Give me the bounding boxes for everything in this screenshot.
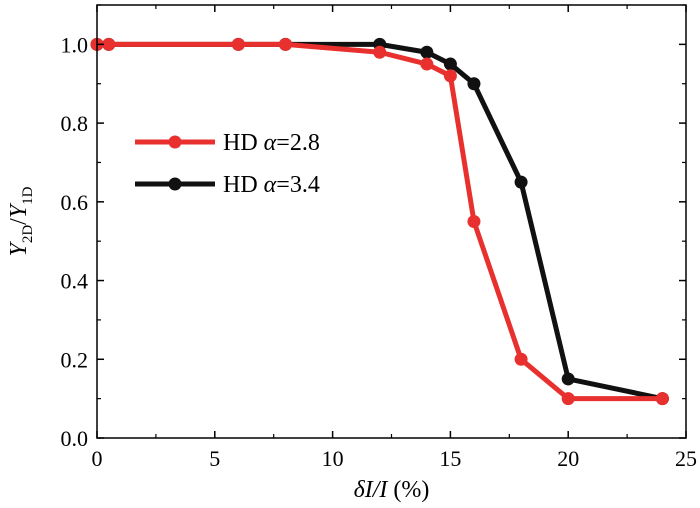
legend-marker-hd-2.8 <box>168 135 182 149</box>
data-point <box>102 37 116 51</box>
data-point <box>420 57 434 71</box>
y-tick-label: 0.6 <box>61 190 89 215</box>
legend-marker-hd-3.4 <box>168 177 182 191</box>
ticks-layer: 0 5 10 15 20 25 0.0 0.2 0.4 0.6 0.8 1.0 <box>61 4 697 471</box>
data-point <box>443 57 457 71</box>
series-layer <box>90 37 669 406</box>
y-tick-label: 0.0 <box>61 426 89 451</box>
series-HD-α=3.4 <box>90 37 669 406</box>
data-point <box>278 37 292 51</box>
series-line <box>97 41 663 402</box>
data-point <box>373 45 387 59</box>
x-tick-label: 25 <box>675 446 697 471</box>
legend-label-hd-2.8: HD α=2.8 <box>223 130 320 156</box>
data-point <box>655 392 669 406</box>
legend: HD α=2.8 HD α=3.4 <box>135 130 320 198</box>
data-point <box>231 37 245 51</box>
x-tick-label: 15 <box>439 446 461 471</box>
y-axis-title: Y2D/Y1D <box>6 186 36 256</box>
y-tick-label: 0.2 <box>61 347 89 372</box>
y-tick-label: 1.0 <box>61 32 89 57</box>
data-point <box>561 392 575 406</box>
x-tick-label: 20 <box>557 446 579 471</box>
data-point <box>443 69 457 83</box>
y-tick-label: 0.8 <box>61 111 89 136</box>
plot-frame <box>96 4 687 439</box>
data-point <box>467 215 481 228</box>
data-point <box>467 77 481 91</box>
x-tick-label: 5 <box>209 446 220 471</box>
x-tick-label: 0 <box>92 446 103 471</box>
x-axis-title: δI/I (%) <box>354 477 430 503</box>
y-tick-label: 0.4 <box>61 269 89 294</box>
legend-label-hd-3.4: HD α=3.4 <box>223 172 320 198</box>
series-line <box>97 41 663 402</box>
data-point <box>514 352 528 366</box>
data-point <box>420 45 434 59</box>
x-tick-label: 10 <box>322 446 344 471</box>
data-point <box>561 372 575 386</box>
data-point <box>514 175 528 189</box>
series-HD-α=2.8 <box>90 37 669 406</box>
